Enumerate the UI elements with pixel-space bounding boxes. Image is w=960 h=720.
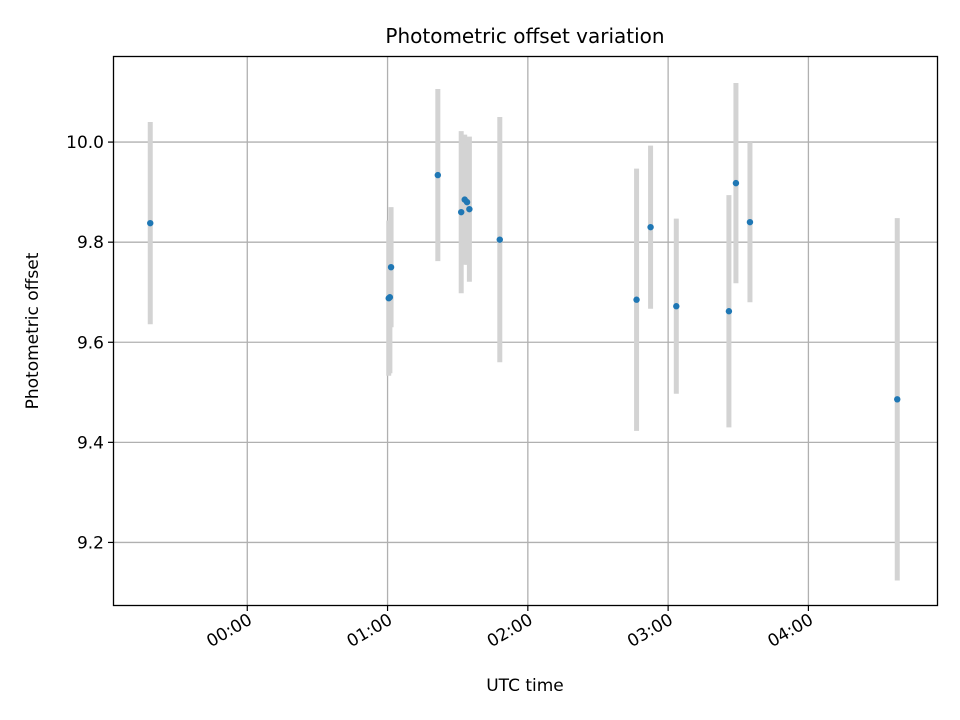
data-point (673, 303, 680, 310)
y-axis: 9.2 9.4 9.6 9.8 10.0 (66, 133, 114, 553)
y-tick-label: 9.4 (77, 433, 104, 453)
data-point (458, 208, 465, 216)
y-tick-label: 9.2 (77, 533, 104, 553)
data-point (463, 198, 471, 206)
data-point (387, 263, 395, 271)
data-point (647, 223, 654, 231)
data-point (466, 205, 473, 213)
data-point (732, 179, 740, 187)
data-point (633, 296, 640, 303)
data-point (725, 308, 733, 315)
chart-title: Photometric offset variation (385, 24, 664, 48)
data-point (434, 171, 442, 179)
data-point (894, 396, 901, 403)
data-points (147, 171, 901, 403)
y-tick-label: 10.0 (66, 133, 104, 153)
data-point (746, 218, 754, 226)
y-axis-title: Photometric offset (23, 252, 43, 409)
grid (114, 57, 937, 605)
y-tick-label: 9.8 (77, 233, 104, 253)
x-axis-title: UTC time (486, 676, 564, 696)
data-point (147, 219, 154, 227)
data-point (496, 236, 503, 243)
data-point (386, 294, 394, 301)
y-tick-label: 9.6 (77, 333, 104, 353)
plot-frame (112, 55, 939, 607)
